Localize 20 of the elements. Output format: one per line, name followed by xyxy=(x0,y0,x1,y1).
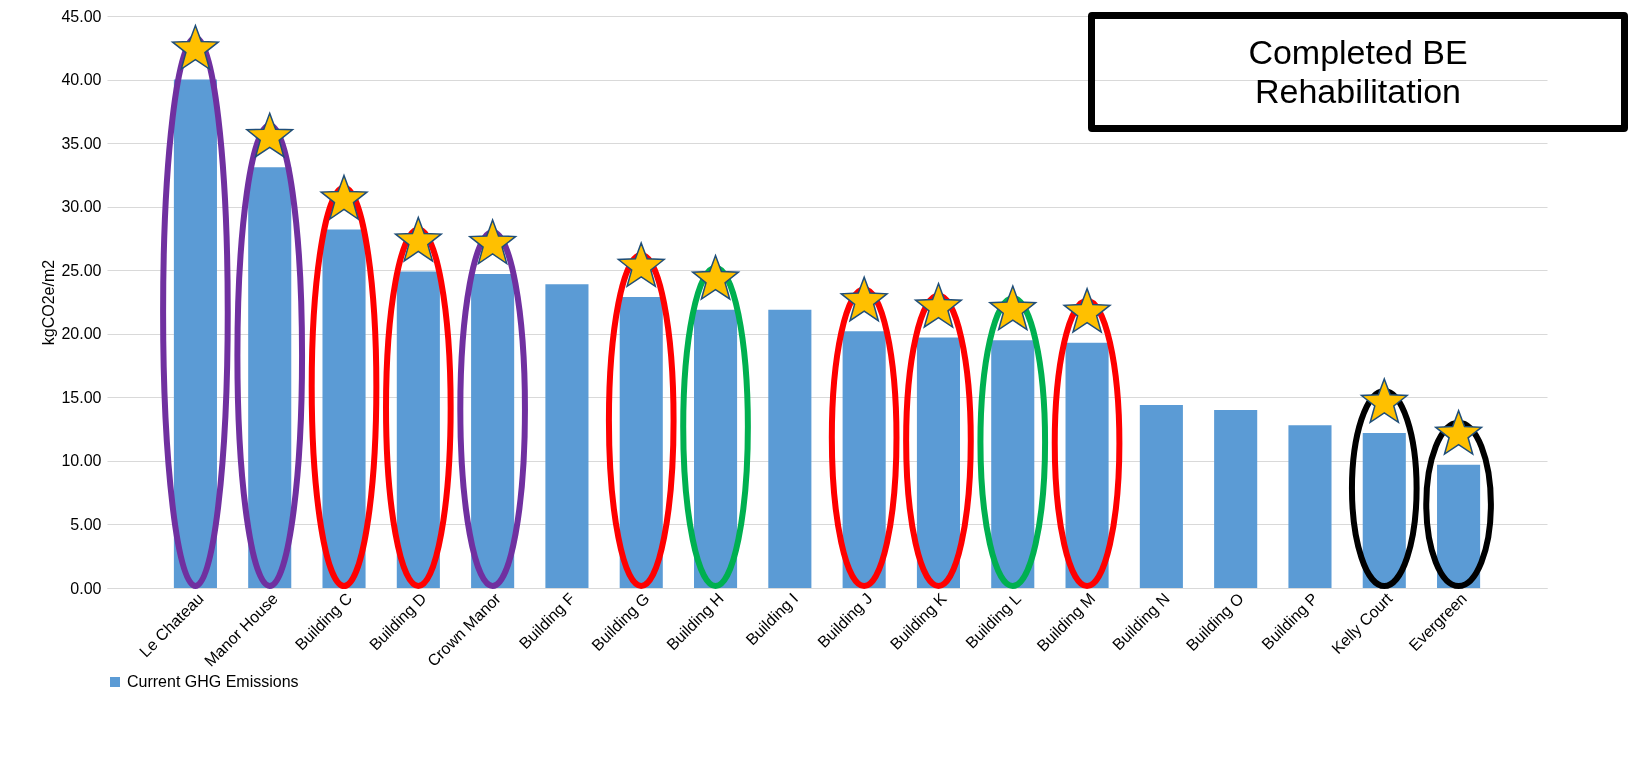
bar xyxy=(768,309,812,588)
y-tick-label: 25.00 xyxy=(61,261,102,279)
y-tick-label: 20.00 xyxy=(61,325,102,343)
bar xyxy=(545,284,589,588)
bar xyxy=(1139,404,1183,588)
y-tick-label: 10.00 xyxy=(61,452,102,470)
y-tick-label: 0.00 xyxy=(70,579,102,597)
legend-label: Current GHG Emissions xyxy=(127,673,299,690)
y-tick-label: 45.00 xyxy=(61,7,102,25)
y-axis-title: kgCO2e/m2 xyxy=(40,259,58,346)
bar xyxy=(1437,464,1481,588)
y-tick-label: 30.00 xyxy=(61,198,102,216)
y-tick-label: 15.00 xyxy=(61,388,102,406)
annotation: Completed BE Rehabilitation xyxy=(1247,33,1469,111)
y-tick-label: 40.00 xyxy=(61,71,102,89)
y-tick-label: 35.00 xyxy=(61,134,102,152)
note-box: Completed BE Rehabilitation xyxy=(1088,12,1628,132)
bar xyxy=(1214,410,1258,588)
bar xyxy=(1288,425,1332,588)
y-tick-label: 5.00 xyxy=(70,515,102,533)
